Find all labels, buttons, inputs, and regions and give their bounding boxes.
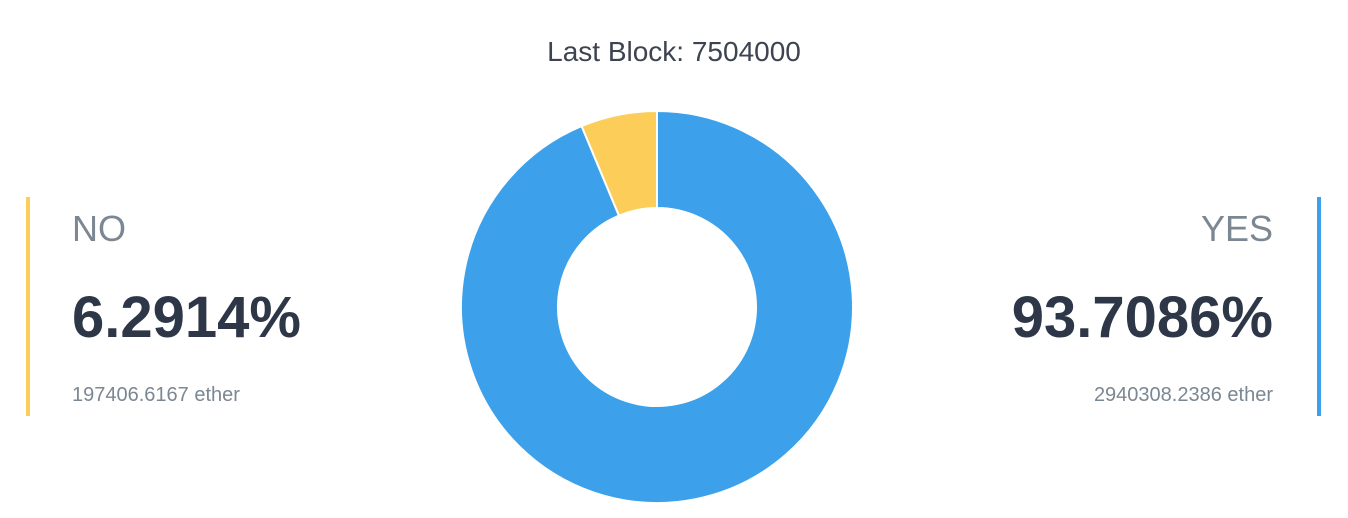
value-label: 6.2914%	[72, 285, 301, 350]
no-accent-bar	[26, 197, 30, 416]
value-label: 93.7086%	[1011, 285, 1273, 350]
category-label: YES	[1200, 208, 1273, 249]
chart-title: Last Block: 7504000	[547, 36, 801, 67]
donut-slice	[460, 109, 854, 504]
yes-accent-bar	[1317, 197, 1321, 416]
amount-label: 2940308.2386 ether	[1093, 384, 1273, 406]
category-label: NO	[72, 208, 126, 249]
amount-label: 197406.6167 ether	[72, 384, 240, 406]
